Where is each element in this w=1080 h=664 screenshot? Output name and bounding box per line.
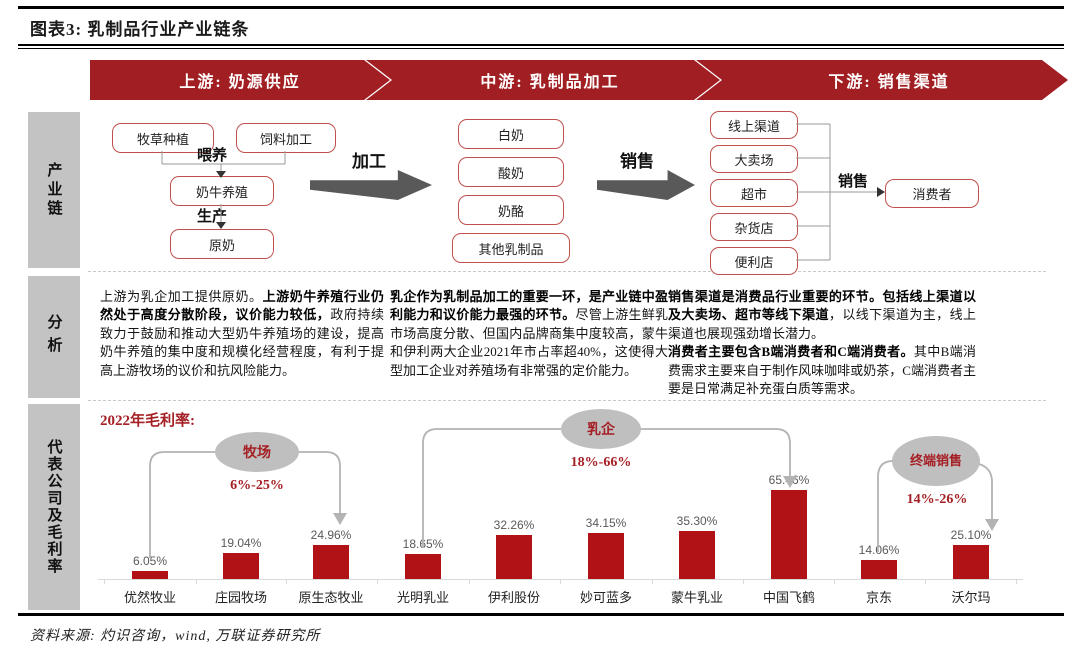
title-rule-thick: [18, 44, 1064, 46]
node-supermarket: 超市: [710, 179, 798, 207]
bar-3: [405, 554, 441, 579]
bar-value-label: 19.04%: [220, 536, 262, 550]
group-range-dairy-company: 18%-66%: [570, 455, 632, 470]
group-bubble-farm: 牧场: [215, 432, 299, 472]
label-sales: 销售: [620, 152, 654, 171]
axis-tick: [743, 579, 744, 584]
node-dairy-farming: 奶牛养殖: [170, 176, 274, 206]
label-processing: 加工: [352, 152, 386, 171]
bar-value-label: 34.15%: [585, 516, 627, 530]
banner-upstream-label: 上游: 奶源供应: [179, 74, 301, 91]
bar-category-label: 蒙牛乳业: [670, 590, 723, 605]
banner-midstream: 中游: 乳制品加工: [366, 60, 720, 100]
sidebar-row-companies-margin: 代表公司及毛利率: [28, 404, 80, 610]
node-raw-milk: 原奶: [170, 229, 274, 259]
analysis-downstream-p1-seg1: 销售渠道是消费品行业重要的环节。包括线上渠道以及大卖场、超市等线下渠道: [668, 289, 976, 323]
bottom-rule: [18, 613, 1064, 616]
bar-4: [496, 535, 532, 579]
axis-tick: [1016, 579, 1017, 584]
bar-category-label: 光明乳业: [396, 590, 449, 605]
node-other-dairy: 其他乳制品: [452, 233, 570, 263]
bar-7: [771, 490, 807, 579]
bar-category-label: 中国飞鹤: [762, 590, 815, 605]
label-produce: 生产: [197, 209, 228, 225]
bar-2: [313, 545, 349, 579]
bar-value-label: 18.65%: [402, 537, 444, 551]
top-rule: [18, 6, 1064, 9]
group-bubble-dairy-company: 乳企: [561, 409, 641, 449]
axis-tick: [195, 579, 197, 584]
bar-category-label: 优然牧业: [123, 590, 176, 605]
axis-tick: [560, 579, 561, 584]
bar-category-label: 京东: [865, 590, 892, 605]
bar-category-label: 原生态牧业: [298, 590, 364, 605]
node-yogurt: 酸奶: [458, 157, 564, 187]
analysis-midstream-seg2: 尽管上游生鲜乳市场高度分散、但国内品牌商集中度较高，蒙牛和伊利两大企业2021年…: [390, 307, 668, 378]
bar-category-label: 妙可蓝多: [579, 590, 632, 605]
bar-value-label: 6.05%: [132, 554, 168, 568]
bar-value-label: 14.06%: [858, 543, 900, 557]
analysis-upstream: 上游为乳企加工提供原奶。上游奶牛养殖行业仍然处于高度分散阶段，议价能力较低，政府…: [100, 288, 384, 380]
sidebar-row-analysis: 分析: [28, 276, 80, 398]
bar-category-label: 沃尔玛: [951, 590, 991, 605]
bar-value-label: 25.10%: [950, 528, 992, 542]
analysis-midstream: 乳企作为乳制品加工的重要一环，是产业链中盈利能力和议价能力最强的环节。尽管上游生…: [390, 288, 668, 380]
bar-category-label: 庄园牧场: [214, 590, 267, 605]
chart-title: 2022年毛利率:: [100, 413, 195, 429]
banner-downstream-label: 下游: 销售渠道: [828, 74, 950, 91]
title-rule-thin: [18, 48, 1064, 49]
banner-midstream-label: 中游: 乳制品加工: [480, 74, 620, 91]
analysis-downstream: 销售渠道是消费品行业重要的环节。包括线上渠道以及大卖场、超市等线下渠道，以线下渠…: [668, 288, 976, 399]
axis-tick: [925, 579, 926, 584]
sidebar-row-industry-chain: 产业链: [28, 112, 80, 268]
analysis-downstream-p1-seg2: ，以线下渠道为主，线上渠道也展现强劲增长潜力。: [668, 307, 976, 341]
bar-category-label: 伊利股份: [487, 590, 540, 605]
banner-downstream: 下游: 销售渠道: [696, 60, 1068, 100]
bar-1: [223, 553, 259, 579]
bar-8: [861, 560, 897, 579]
node-feed-processing: 饲料加工: [236, 123, 336, 153]
source-note: 资料来源: 灼识咨询，wind, 万联证券研究所: [30, 629, 321, 644]
axis-tick: [834, 579, 835, 584]
node-hypermarket: 大卖场: [710, 145, 798, 173]
analysis-upstream-seg3: 政府持续致力于鼓励和推动大型奶牛养殖场的建设，提高奶牛养殖的集中度和规模化经营程…: [100, 307, 384, 378]
bar-0: [132, 571, 168, 579]
section-divider-1: [88, 271, 1046, 272]
bar-9: [953, 545, 989, 579]
axis-tick: [377, 579, 378, 584]
group-range-farm: 6%-25%: [230, 478, 284, 493]
analysis-downstream-p2-seg1: 消费者主要包含B端消费者和C端消费者。: [668, 344, 914, 360]
node-pasture-planting: 牧草种植: [112, 123, 214, 153]
node-consumer: 消费者: [885, 179, 979, 208]
stage-banner-row: 上游: 奶源供应 中游: 乳制品加工 下游: 销售渠道: [90, 60, 1068, 100]
bar-value-label: 65.46%: [768, 473, 810, 487]
node-cheese: 奶酪: [458, 195, 564, 225]
group-bubble-terminal-sales: 终端销售: [892, 436, 980, 486]
group-range-terminal-sales: 14%-26%: [906, 492, 968, 507]
node-online-channel: 线上渠道: [710, 111, 798, 139]
analysis-upstream-seg1: 上游为乳企加工提供原奶。: [100, 289, 263, 304]
bar-6: [679, 531, 715, 579]
group-bubble-terminal-sales-label: 终端销售: [909, 452, 962, 468]
node-white-milk: 白奶: [458, 119, 564, 149]
bar-value-label: 24.96%: [310, 528, 352, 542]
node-grocery: 杂货店: [710, 213, 798, 241]
axis-tick: [651, 579, 653, 584]
banner-upstream: 上游: 奶源供应: [90, 60, 390, 100]
analysis-downstream-p2-seg2: 其中B端消费需求主要来自于制作风味咖啡或奶茶，C端消费者主要是日常满足补充蛋白质…: [668, 344, 976, 397]
axis-tick: [104, 579, 105, 584]
axis-tick: [286, 579, 287, 584]
label-sell-to-consumer: 销售: [838, 174, 869, 190]
bar-value-label: 35.30%: [676, 514, 718, 528]
analysis-upstream-seg2: 上游奶牛养殖行业仍然处于高度分散阶段，议价能力较低，: [100, 289, 384, 323]
axis-tick: [468, 579, 470, 584]
bar-5: [588, 533, 624, 579]
node-convenience-store: 便利店: [710, 247, 798, 275]
analysis-midstream-seg1: 乳企作为乳制品加工的重要一环，是产业链中盈利能力和议价能力最强的环节。: [390, 289, 668, 323]
section-divider-2: [88, 400, 1046, 401]
figure-title: 图表3: 乳制品行业产业链条: [30, 20, 250, 39]
bar-value-label: 32.26%: [493, 518, 535, 532]
